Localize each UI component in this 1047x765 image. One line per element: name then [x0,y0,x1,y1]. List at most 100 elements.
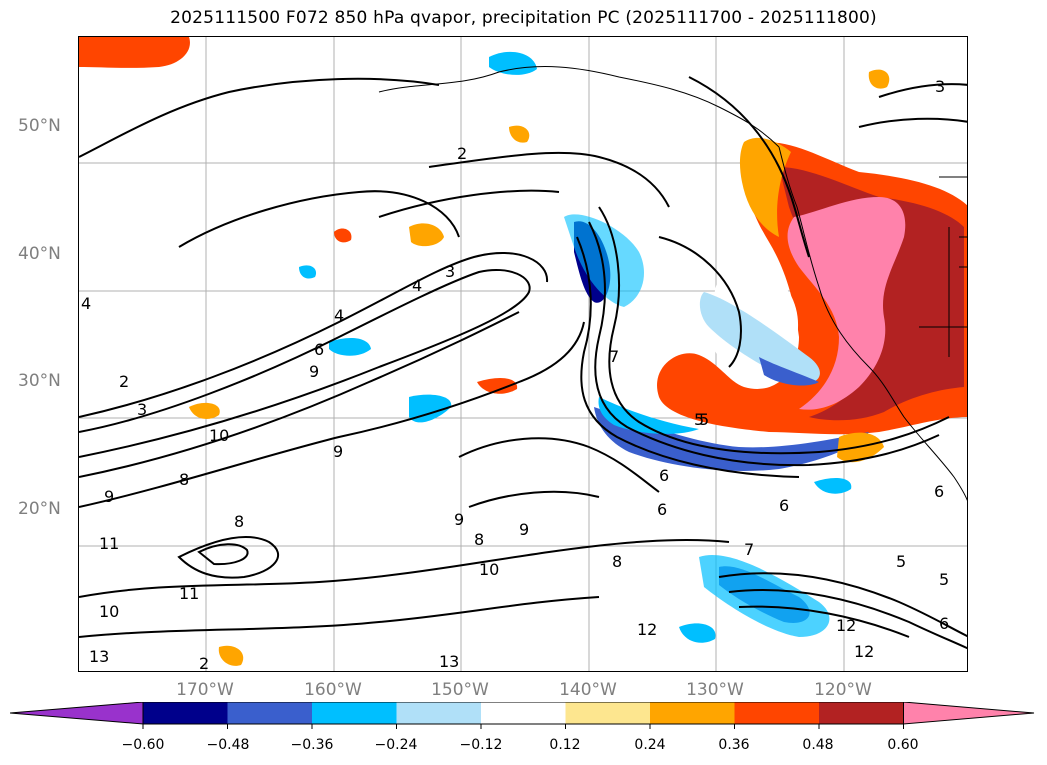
colorbar-bin [481,702,566,724]
precip-positive-coast-orange-edge [739,137,791,237]
precip-patch [409,223,444,247]
contour-label: 6 [657,500,667,519]
precip-patch [814,477,852,494]
contour-label: 13 [89,647,109,666]
precip-patch [189,402,220,419]
contour-label: 9 [519,520,529,539]
precip-positive-coast-pink [787,197,906,410]
colorbar-bin [143,702,228,724]
colorbar-tick-label: −0.12 [459,737,503,753]
qvapor-contours [79,76,967,650]
colorbar-extend-high [903,702,1035,725]
lon-label-160w: 160°W [304,680,362,700]
contour-label: 6 [934,482,944,501]
contour-label: 9 [309,362,319,381]
colorbar-tick-label: 0.60 [887,737,919,753]
contour-label: 8 [234,512,244,531]
colorbar [10,702,1035,729]
colorbar-bin [227,702,313,724]
contour-label: 3 [137,400,147,419]
contour-label: 6 [314,340,324,359]
contour-label: 2 [457,144,467,163]
colorbar-extend-low [10,702,144,725]
precip-patch [218,645,244,666]
contour-label: 3 [445,262,455,281]
lon-label-150w: 150°W [431,680,489,700]
lat-label-40n: 40°N [18,244,61,264]
colorbar-bin [819,702,904,724]
contour-label: 12 [836,616,856,635]
contour-label: 10 [99,602,119,621]
colorbar-tick-label: 0.36 [718,737,750,753]
precip-patch [334,228,352,243]
contour-label: 4 [81,294,91,313]
contour-label: 2 [119,372,129,391]
precip-negative-inner [699,292,820,383]
contour-label: 5 [694,410,704,429]
contour-label: 11 [179,584,199,603]
contour-label: 9 [333,442,343,461]
contour-label: 6 [659,466,669,485]
lon-label-170w: 170°W [176,680,234,700]
precip-patch [868,69,890,89]
colorbar-bin [565,702,651,724]
colorbar-bin [734,702,820,724]
map-panel: 2 2 3 3 4 4 4 6 9 10 9 8 11 11 10 13 2 8… [78,36,968,672]
contour-labels: 2 2 3 3 4 4 4 6 9 10 9 8 11 11 10 13 2 8… [81,77,949,672]
map-canvas: 2 2 3 3 4 4 4 6 9 10 9 8 11 11 10 13 2 8… [79,37,967,672]
precip-patch [509,125,530,143]
colorbar-tick-label: 0.48 [802,737,834,753]
precip-patch [299,265,317,279]
lon-label-130w: 130°W [686,680,744,700]
coastlines [378,66,967,501]
contour-label: 12 [854,642,874,661]
contour-label: 4 [412,276,422,295]
colorbar-tick-label: −0.24 [374,737,418,753]
precip-patch [329,337,371,356]
colorbar-bin [312,702,397,724]
lon-label-140w: 140°W [559,680,617,700]
precip-patch [477,377,518,394]
colorbar-tick-label: −0.60 [121,737,165,753]
contour-label: 5 [699,410,709,429]
contour-label: 10 [479,560,499,579]
figure-title: 2025111500 F072 850 hPa qvapor, precipit… [170,8,877,28]
contour-label: 8 [612,552,622,571]
contour-label: 8 [179,470,189,489]
contour-label: 11 [99,534,119,553]
colorbar-outline [142,702,904,725]
lat-label-30n: 30°N [18,371,61,391]
colorbar-tick-label: −0.36 [290,737,334,753]
colorbar-bin [396,702,482,724]
contour-label: 12 [637,620,657,639]
contour-label: 9 [104,487,114,506]
contour-label: 5 [939,570,949,589]
precip-negative-streak-edge [564,214,644,307]
contour-label: 13 [439,652,459,671]
contour-label: 5 [896,552,906,571]
precip-negative-inner-dark [759,357,819,386]
contour-label: 6 [779,496,789,515]
colorbar-tick-label: 0.24 [634,737,666,753]
precip-negative-southeast-light [699,555,830,637]
contour-label: 3 [935,77,945,96]
contour-label: 2 [199,654,209,672]
contour-label: 10 [209,426,229,445]
contour-label: 7 [744,540,754,559]
colorbar-tick-label: 0.12 [549,737,581,753]
lat-label-50n: 50°N [18,116,61,136]
contour-label: 6 [939,614,949,633]
colorbar-bin [650,702,735,724]
contour-label: 8 [474,530,484,549]
precip-positive-northwest [79,37,190,68]
precip-patch [489,51,537,75]
precip-patch [837,432,884,463]
contour-label: 4 [334,306,344,325]
colorbar-tick-label: −0.48 [206,737,250,753]
precip-negative-band [594,407,869,472]
lat-label-20n: 20°N [18,499,61,519]
precip-patch [679,623,716,643]
contour-label: 7 [609,347,619,366]
lon-label-120w: 120°W [814,680,872,700]
precip-field [79,37,967,666]
